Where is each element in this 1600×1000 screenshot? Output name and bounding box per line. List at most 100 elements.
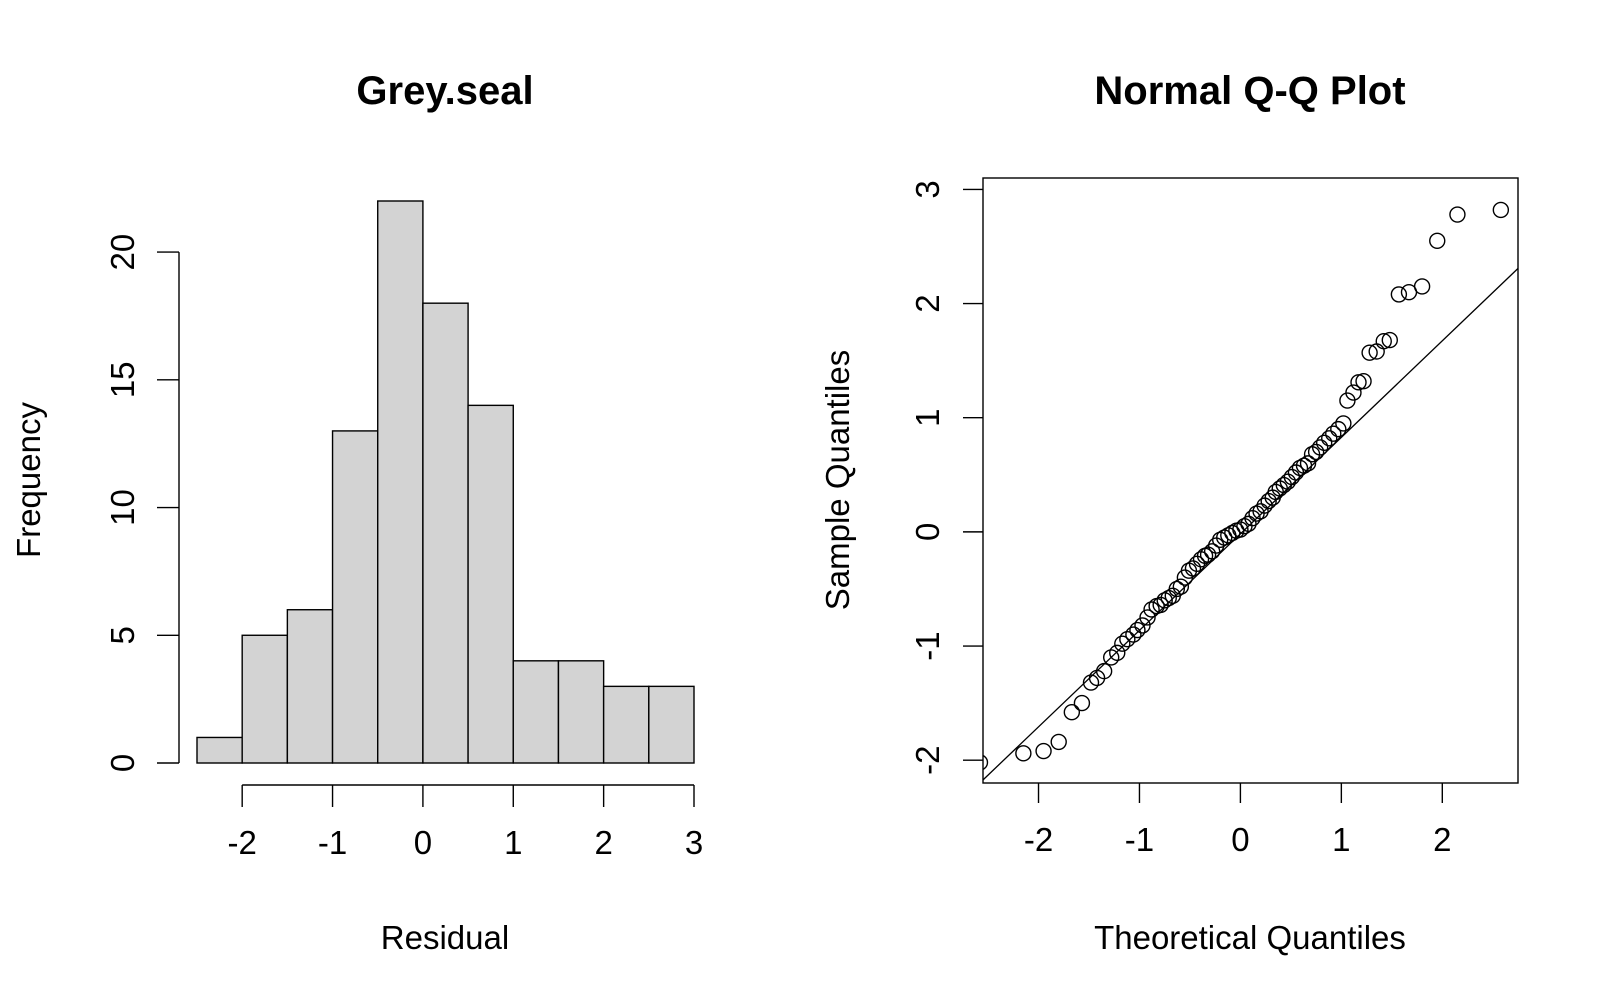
qq-point — [1160, 589, 1177, 607]
qq-point — [1073, 694, 1091, 712]
qq-point — [1355, 372, 1372, 390]
qq-point — [1224, 524, 1241, 542]
qq-point — [1143, 601, 1160, 618]
qq-point — [1492, 201, 1510, 219]
qq-plot-y-tick-label: 3 — [909, 180, 946, 198]
qq-point — [1325, 425, 1342, 442]
qq-point — [1109, 644, 1126, 662]
histogram-x-axis-label: Residual — [381, 919, 509, 956]
qq-point — [1156, 592, 1173, 609]
histogram-bar — [196, 736, 243, 764]
histogram-x-tick-label: -1 — [318, 824, 347, 861]
histogram-title: Grey.seal — [356, 69, 533, 113]
qq-plot-x-axis-label: Theoretical Quantiles — [1094, 919, 1406, 956]
qq-point — [1129, 621, 1146, 639]
qq-plot-y-axis: -2 -1 0 1 2 3 — [909, 180, 983, 775]
qq-plot-title: Normal Q-Q Plot — [1094, 69, 1405, 113]
qq-point — [1311, 439, 1329, 456]
qq-point — [1375, 333, 1392, 350]
histogram-x-tick-label: 1 — [504, 824, 522, 861]
qq-plot-x-tick-label: 1 — [1332, 821, 1350, 858]
qq-point — [1390, 286, 1408, 303]
qq-plot-y-tick-label: 1 — [909, 409, 946, 427]
qq-point — [1315, 434, 1333, 452]
qq-point — [1283, 468, 1301, 486]
histogram-bar — [377, 200, 424, 764]
histogram-bars — [196, 200, 695, 764]
qq-reference-line — [983, 267, 1518, 781]
histogram-x-tick-label: 2 — [594, 824, 612, 861]
histogram-bar — [648, 685, 695, 764]
qq-point — [1240, 515, 1257, 533]
qq-plot-frame — [982, 177, 1519, 784]
qq-plot-x-axis: -2 -1 0 1 2 — [1024, 783, 1451, 858]
qq-point — [1050, 733, 1067, 751]
histogram-y-tick-label: 5 — [104, 626, 141, 644]
qq-point — [1413, 278, 1431, 295]
qq-point — [1203, 543, 1221, 560]
histogram-y-tick-label: 20 — [104, 234, 141, 271]
qq-point — [1216, 529, 1233, 546]
qq-point — [1102, 649, 1120, 666]
qq-point — [1321, 430, 1338, 447]
histogram-x-tick-label: 3 — [685, 824, 703, 861]
histogram-y-axis-label: Frequency — [10, 402, 47, 558]
qq-point — [1199, 546, 1217, 563]
qq-point — [1035, 742, 1052, 760]
qq-point — [1345, 384, 1362, 401]
qq-point — [1134, 617, 1151, 634]
qq-plot-x-tick-label: -2 — [1024, 821, 1053, 858]
qq-point — [1125, 626, 1142, 643]
qq-point — [1082, 674, 1100, 691]
qq-point — [1114, 635, 1131, 652]
qq-point — [1330, 420, 1347, 438]
qq-point — [1361, 344, 1378, 361]
qq-point — [1119, 630, 1136, 648]
qq-plot-x-tick-label: 0 — [1231, 821, 1249, 858]
histogram-y-tick-label: 10 — [104, 489, 141, 526]
qq-point — [983, 754, 989, 771]
qq-point — [1015, 745, 1032, 762]
qq-point — [1212, 531, 1229, 549]
histogram-y-tick-label: 15 — [104, 361, 141, 398]
qq-plot-area — [983, 201, 1518, 781]
qq-plot-x-tick-label: 2 — [1433, 821, 1451, 858]
qq-point — [1095, 662, 1113, 680]
qq-plot-x-tick-label: -1 — [1125, 821, 1154, 858]
qq-point — [1429, 232, 1446, 249]
histogram-bar — [331, 430, 379, 764]
histogram-bar — [557, 660, 605, 764]
qq-plot-y-tick-label: -1 — [909, 631, 946, 660]
qq-point — [1299, 455, 1317, 472]
histogram-bar — [512, 660, 560, 764]
qq-point — [1279, 473, 1297, 490]
qq-plot-panel: Normal Q-Q Plot Theoretical Quantiles Sa… — [819, 69, 1519, 956]
histogram-bar — [422, 302, 469, 764]
histogram-bar — [241, 634, 289, 764]
histogram-x-tick-label: 0 — [414, 824, 432, 861]
histogram-y-tick-label: 0 — [104, 754, 141, 772]
histogram-panel: Grey.seal Residual Frequency -2 -1 0 1 2 3 0 5… — [10, 69, 703, 956]
qq-point — [1139, 609, 1156, 626]
qq-plot-y-tick-label: 0 — [909, 523, 946, 541]
qq-plot-y-tick-label: -2 — [909, 745, 946, 774]
qq-point — [1184, 560, 1202, 577]
histogram-bar — [467, 404, 514, 764]
histogram-x-axis: -2 -1 0 1 2 3 — [228, 784, 703, 861]
histogram-bar — [286, 609, 334, 764]
histogram-y-axis: 0 5 10 15 20 — [104, 234, 180, 772]
qq-point — [1168, 580, 1186, 598]
qq-plot-y-tick-label: 2 — [909, 294, 946, 312]
qq-point — [1307, 443, 1325, 461]
histogram-x-tick-label: -2 — [228, 824, 257, 861]
qq-plot-y-axis-label: Sample Quantiles — [819, 350, 856, 610]
qq-point — [1172, 578, 1190, 595]
qq-point — [1232, 521, 1249, 538]
qq-point — [1381, 331, 1399, 349]
histogram-bar — [602, 685, 650, 764]
qq-point — [1449, 206, 1466, 223]
qq-points — [983, 201, 1510, 771]
qq-point — [1291, 459, 1309, 477]
